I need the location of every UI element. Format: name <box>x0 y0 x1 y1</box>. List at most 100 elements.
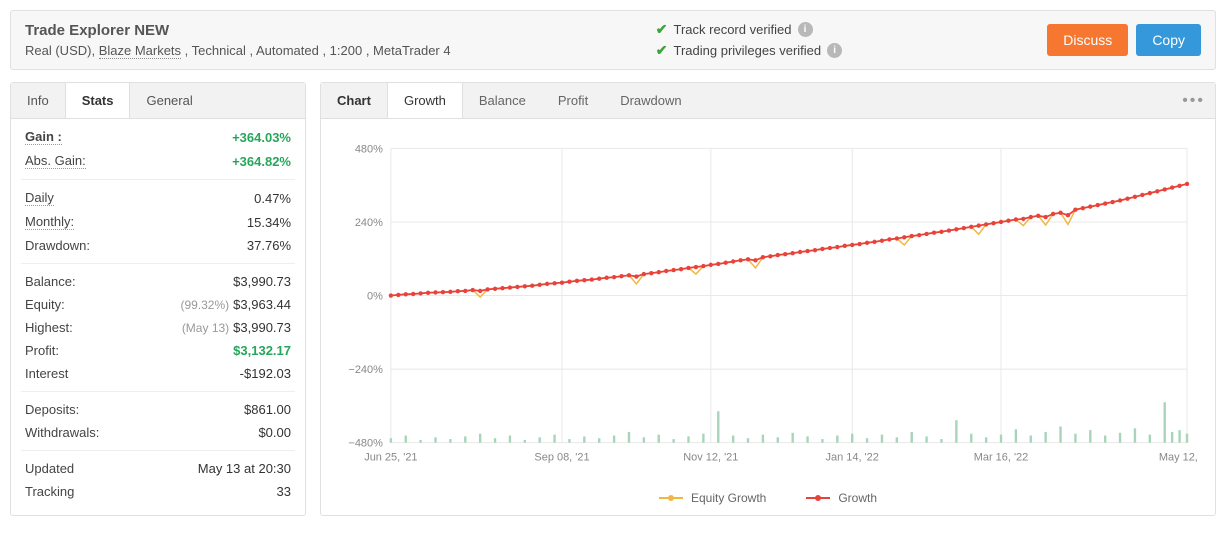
stat-value: +364.03% <box>232 130 291 145</box>
stat-row: Highest: (May 13) $3,990.73 <box>25 316 291 339</box>
side-tabs: Info Stats General <box>11 83 305 119</box>
svg-text:240%: 240% <box>355 217 383 229</box>
legend-growth: Growth <box>806 491 877 505</box>
stat-label: Abs. Gain: <box>25 153 86 169</box>
stat-note: (May 13) <box>182 321 229 335</box>
header-left: Trade Explorer NEW Real (USD), Blaze Mar… <box>25 22 451 58</box>
stat-row: Deposits: $861.00 <box>25 398 291 421</box>
stats-body: Gain : +364.03% Abs. Gain: +364.82% Daily0.4… <box>11 119 305 513</box>
tab-stats[interactable]: Stats <box>66 83 131 118</box>
stats-panel: Info Stats General Gain : +364.03% Abs. Ga… <box>10 82 306 516</box>
discuss-button[interactable]: Discuss <box>1047 24 1128 56</box>
stat-value-wrap: $3,132.17 <box>233 343 291 358</box>
stat-value-wrap: 37.76% <box>247 238 291 253</box>
stat-value-wrap: (May 13) $3,990.73 <box>182 320 291 335</box>
svg-text:Sep 08, '21: Sep 08, '21 <box>534 452 589 464</box>
stat-value: 0.47% <box>254 191 291 206</box>
stat-label: Balance: <box>25 274 76 289</box>
legend-equity-label: Equity Growth <box>691 491 766 505</box>
verification-block: ✔ Track record verified i ✔ Trading priv… <box>656 21 842 59</box>
tab-growth[interactable]: Growth <box>388 83 463 118</box>
stat-row: Daily0.47% <box>25 186 291 210</box>
account-title: Trade Explorer NEW <box>25 22 451 39</box>
stat-label: Profit: <box>25 343 59 358</box>
verif-trading-priv: ✔ Trading privileges verified i <box>656 42 842 59</box>
svg-text:Mar 16, '22: Mar 16, '22 <box>974 452 1029 464</box>
sub-part-1: Real (USD), <box>25 43 99 58</box>
growth-chart: −480%−240%0%240%480%Jun 25, '21Sep 08, '… <box>339 133 1197 483</box>
stat-value: $3,990.73 <box>233 274 291 289</box>
stat-value: May 13 at 20:30 <box>198 461 291 476</box>
stat-value-wrap: 15.34% <box>247 215 291 230</box>
stat-row: Gain : +364.03% <box>25 125 291 149</box>
stat-value: 33 <box>277 484 291 499</box>
stat-row: Withdrawals: $0.00 <box>25 421 291 444</box>
legend-growth-label: Growth <box>838 491 877 505</box>
stat-value-wrap: 33 <box>277 484 291 499</box>
tab-general[interactable]: General <box>130 83 208 118</box>
legend-line-red <box>806 497 830 499</box>
stat-value: $3,132.17 <box>233 343 291 358</box>
header-actions: Discuss Copy <box>1047 24 1201 56</box>
tab-balance[interactable]: Balance <box>463 83 542 118</box>
stat-label: Withdrawals: <box>25 425 99 440</box>
verif-track-record: ✔ Track record verified i <box>656 21 842 38</box>
check-icon: ✔ <box>656 21 668 38</box>
svg-text:May 12, '22: May 12, '22 <box>1159 452 1197 464</box>
chart-tabs: Chart Growth Balance Profit Drawdown ••• <box>321 83 1215 119</box>
info-icon[interactable]: i <box>827 43 842 58</box>
tab-drawdown[interactable]: Drawdown <box>604 83 697 118</box>
stat-label: Deposits: <box>25 402 79 417</box>
stat-label: Equity: <box>25 297 65 312</box>
account-subtitle: Real (USD), Blaze Markets , Technical , … <box>25 43 451 58</box>
chart-panel: Chart Growth Balance Profit Drawdown •••… <box>320 82 1216 516</box>
tab-chart[interactable]: Chart <box>321 83 388 118</box>
svg-text:Nov 12, '21: Nov 12, '21 <box>683 452 738 464</box>
separator <box>21 263 295 264</box>
stat-value: $3,990.73 <box>233 320 291 335</box>
stat-value-wrap: $0.00 <box>258 425 291 440</box>
stat-value-wrap: (99.32%) $3,963.44 <box>180 297 291 312</box>
stat-value-wrap: May 13 at 20:30 <box>198 461 291 476</box>
stat-label: Gain : <box>25 129 62 145</box>
legend-equity: Equity Growth <box>659 491 766 505</box>
legend-line-yellow <box>659 497 683 499</box>
stat-value: -$192.03 <box>240 366 291 381</box>
broker-link[interactable]: Blaze Markets <box>99 43 181 59</box>
stat-value: $861.00 <box>244 402 291 417</box>
separator <box>21 391 295 392</box>
stat-value: $3,963.44 <box>233 297 291 312</box>
stat-note: (99.32%) <box>180 298 229 312</box>
tab-info[interactable]: Info <box>11 83 66 118</box>
stat-label: Tracking <box>25 484 74 499</box>
svg-text:−240%: −240% <box>348 364 383 376</box>
svg-text:0%: 0% <box>367 291 383 303</box>
chart-legend: Equity Growth Growth <box>339 491 1197 505</box>
verif-label-1: Track record verified <box>674 22 792 37</box>
stat-value: 15.34% <box>247 215 291 230</box>
stat-value-wrap: +364.82% <box>232 154 291 169</box>
more-icon[interactable]: ••• <box>1182 92 1205 110</box>
stat-row: Tracking 33 <box>25 480 291 503</box>
info-icon[interactable]: i <box>798 22 813 37</box>
stat-row: Monthly: 15.34% <box>25 210 291 234</box>
stat-value-wrap: 0.47% <box>254 191 291 206</box>
stat-value-wrap: $3,990.73 <box>233 274 291 289</box>
svg-text:Jan 14, '22: Jan 14, '22 <box>826 452 879 464</box>
stat-label: Interest <box>25 366 68 381</box>
svg-text:−480%: −480% <box>348 438 383 450</box>
stat-label: Drawdown: <box>25 238 90 253</box>
stat-value: $0.00 <box>258 425 291 440</box>
stat-label: Monthly: <box>25 214 74 230</box>
separator <box>21 179 295 180</box>
tab-profit[interactable]: Profit <box>542 83 604 118</box>
stat-row: Equity: (99.32%) $3,963.44 <box>25 293 291 316</box>
header-bar: Trade Explorer NEW Real (USD), Blaze Mar… <box>10 10 1216 70</box>
stat-label: Highest: <box>25 320 73 335</box>
stat-row: Abs. Gain: +364.82% <box>25 149 291 173</box>
sub-part-3: , Technical , Automated , 1:200 , MetaTr… <box>181 43 451 58</box>
copy-button[interactable]: Copy <box>1136 24 1201 56</box>
stat-row: UpdatedMay 13 at 20:30 <box>25 457 291 480</box>
stat-value-wrap: +364.03% <box>232 130 291 145</box>
stat-value: 37.76% <box>247 238 291 253</box>
